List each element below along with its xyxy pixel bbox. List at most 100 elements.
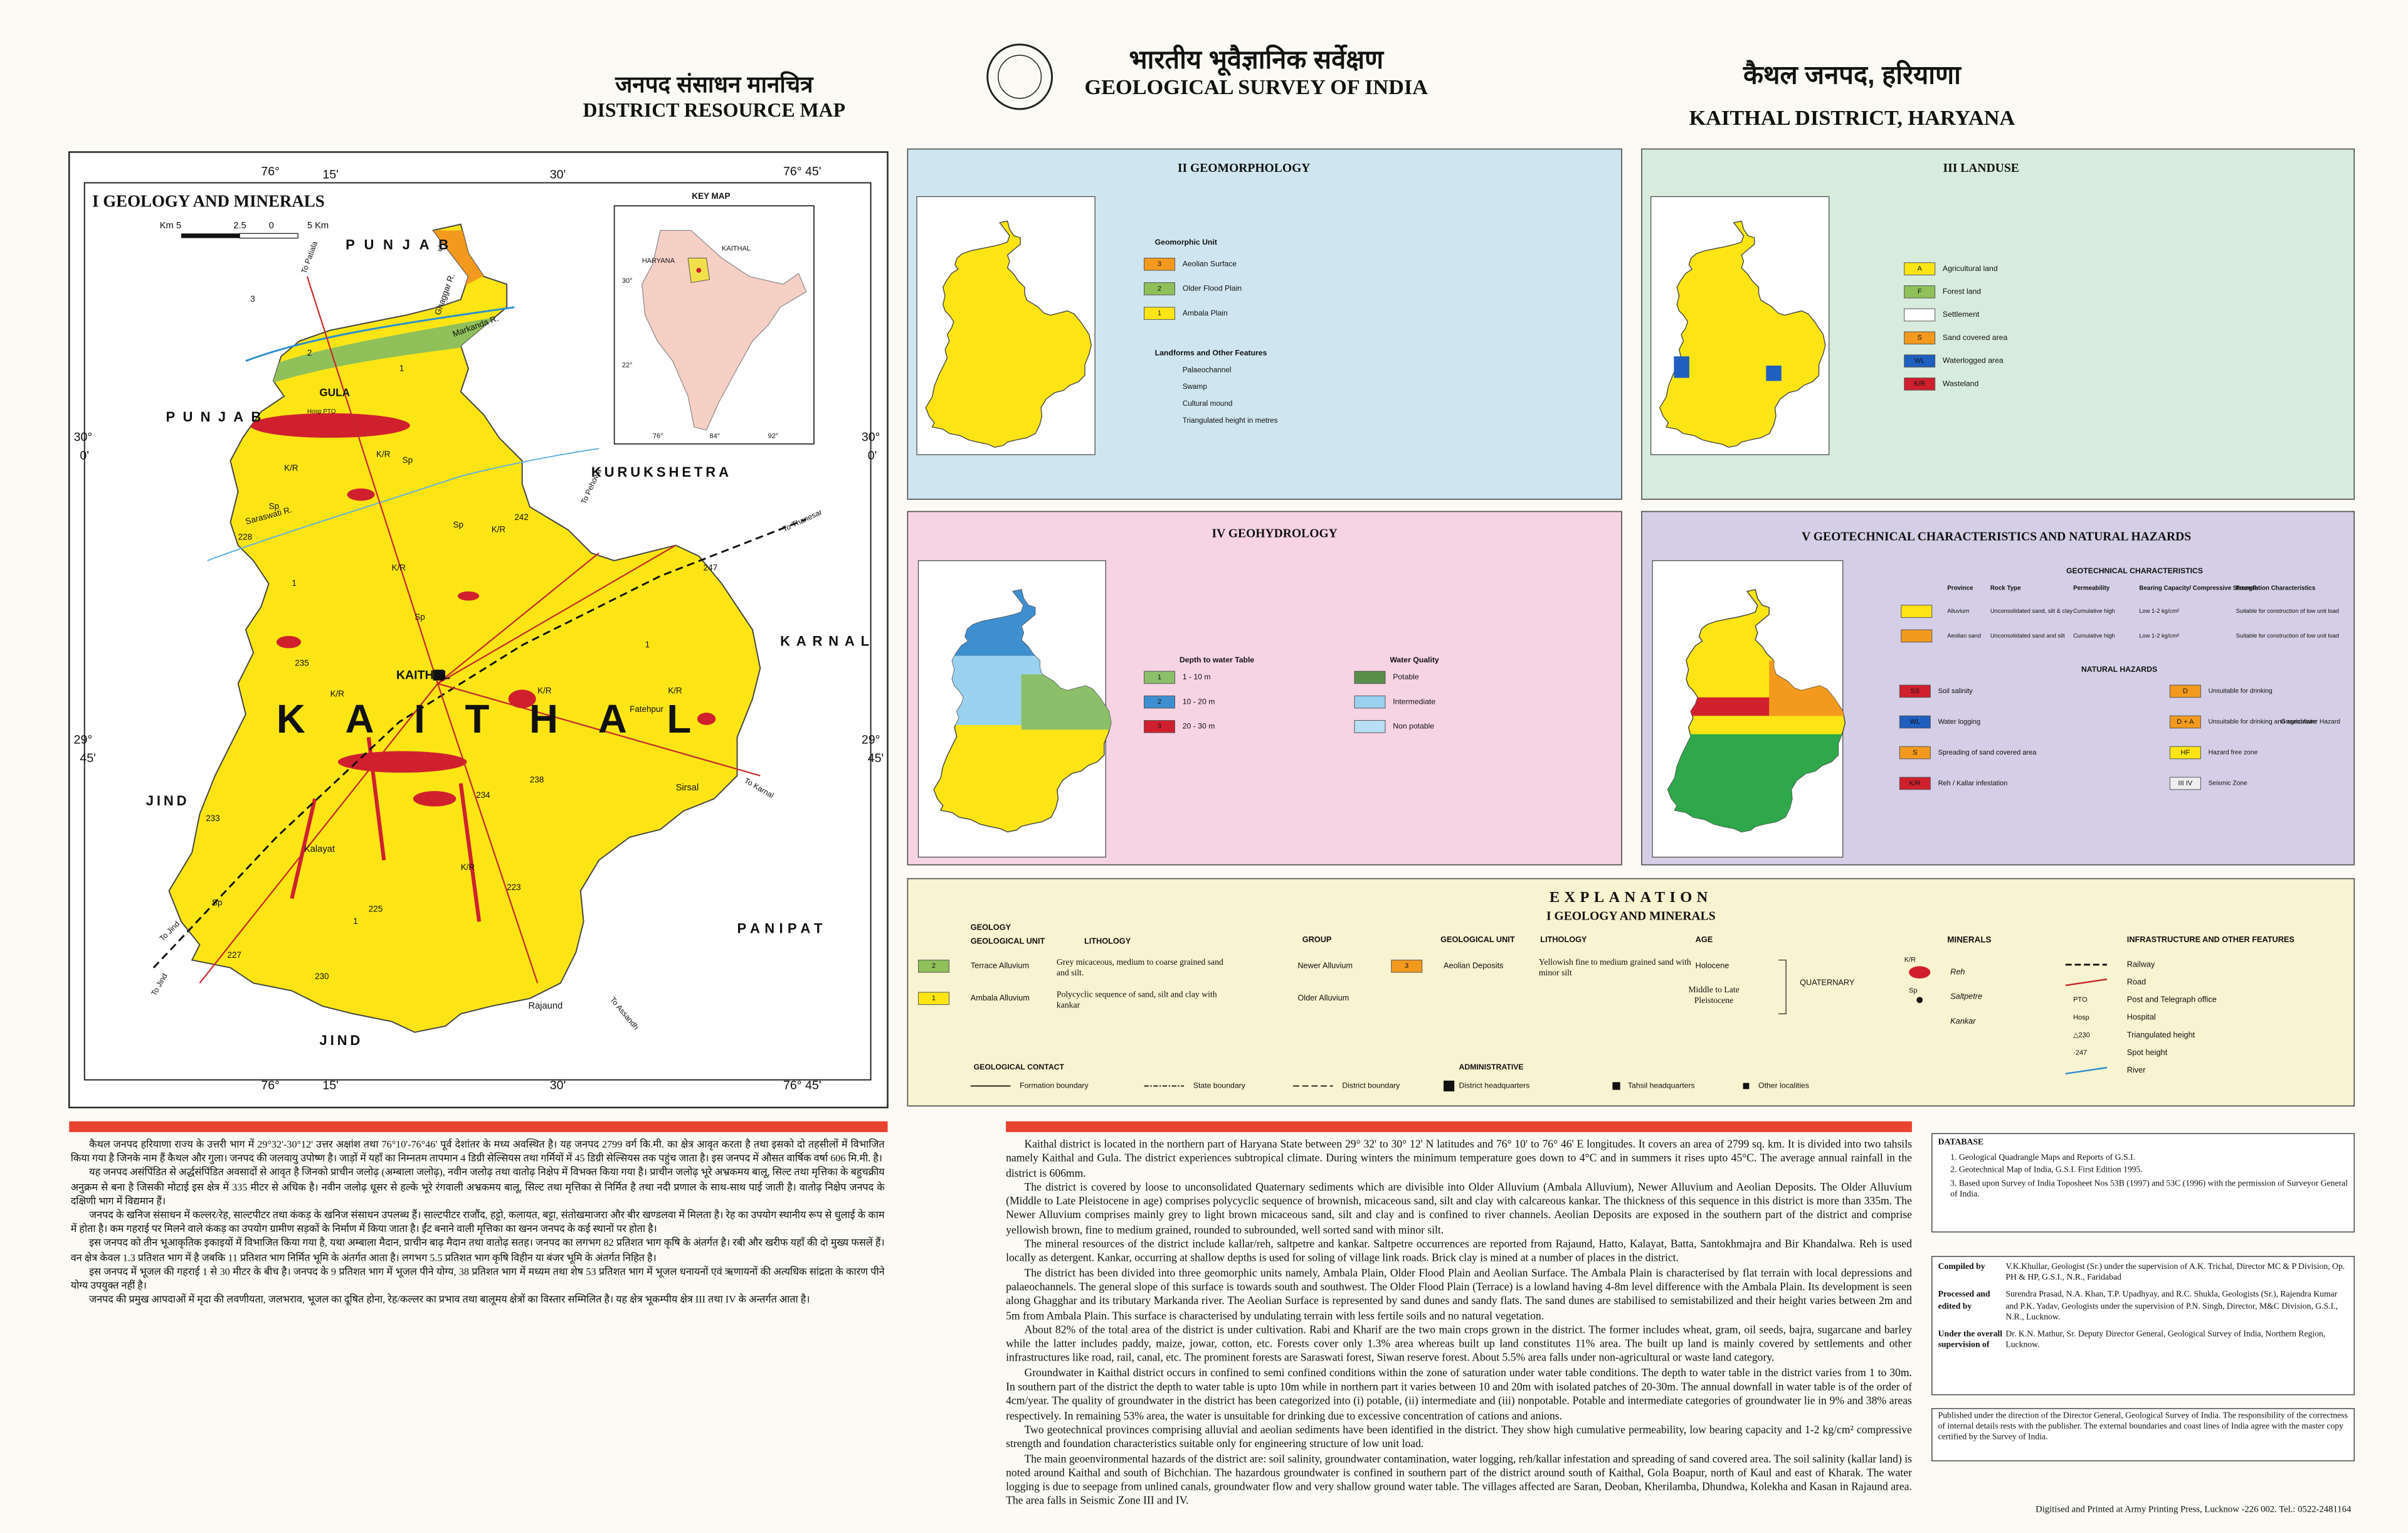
credit-row: Compiled by V.K.Khullar, Geologist (Sr.) …	[1938, 1263, 2350, 1285]
legend-heading: GROUP	[1302, 935, 1332, 944]
table-cell: Unconsolidated sand, silt & clay	[1990, 608, 2073, 614]
group-name: Older Alluvium	[1297, 993, 1349, 1002]
legend-heading: ADMINISTRATIVE	[1459, 1063, 1524, 1071]
database-box	[1931, 1133, 2355, 1233]
spot-height: 227	[228, 950, 241, 960]
map-symbol: Sp	[269, 502, 279, 511]
key-map-label: 22°	[622, 362, 633, 369]
reh-patch	[508, 689, 536, 708]
key-map-labels: HARYANA KAITHAL 76° 84° 92° 30° 22°	[622, 245, 778, 440]
credit-names: Surendra Prasad, N.A. Khan, T.P. Upadhya…	[2005, 1291, 2338, 1323]
key-map-label: 84°	[709, 432, 720, 440]
longitude-label: 76° 45'	[783, 1079, 821, 1093]
legend-label: Triangulated height in metres	[1183, 416, 1278, 425]
table-header: Bearing Capacity/ Compressive Strength	[2139, 585, 2258, 592]
landuse-legend: A Agricultural land F Forest land Settlement…	[1904, 262, 2007, 391]
river	[245, 306, 515, 362]
legend-swatch	[1899, 715, 1931, 729]
road	[199, 276, 761, 984]
scale-segment	[239, 233, 298, 239]
legend-swatch	[1144, 307, 1175, 320]
legend-label: Older Flood Plain	[1183, 284, 1242, 293]
scale-label: Km 5	[160, 221, 181, 231]
map-symbol: K/R	[284, 463, 298, 472]
place-label: JIND	[319, 1032, 363, 1048]
key-map-label: 30°	[622, 277, 633, 285]
admin-symbol	[1612, 1082, 1620, 1090]
reh-patch	[697, 713, 716, 725]
table-header: Permeability	[2073, 585, 2110, 592]
place-label: Fatehpur	[630, 704, 663, 714]
legend-label: District boundary	[1342, 1081, 1400, 1090]
key-map-label: 92°	[768, 432, 779, 440]
place-label: Kalayat	[304, 844, 335, 854]
map-symbol: K/R	[392, 563, 406, 573]
legend-heading: GEOLOGICAL UNIT	[971, 936, 1045, 946]
hindi-paragraph: जनपद के खनिज संसाधन में कल्लर/रेह, साल्ट…	[70, 1210, 885, 1236]
hindi-paragraph: इस जनपद को तीन भूआकृतिक इकाइयों में विभा…	[70, 1238, 885, 1264]
map-symbol: K/R	[537, 686, 552, 696]
hindi-paragraph: इस जनपद में भूजल की गहराई 1 से 30 मीटर क…	[70, 1266, 885, 1292]
longitude-label: 76° 45'	[783, 164, 821, 178]
legend-swatch	[1354, 720, 1386, 733]
infra-code: Hosp	[2073, 1014, 2089, 1021]
legend-heading: Geomorphic Unit	[1155, 238, 1217, 247]
legend-swatch	[1354, 671, 1386, 684]
infra-name: Road	[2127, 977, 2146, 986]
credit-role: Under the overall supervision of	[1938, 1330, 2003, 1351]
place-label: JIND	[146, 793, 190, 809]
credit-row: Processed and edited by Surendra Prasad, …	[1938, 1291, 2350, 1324]
legend-swatch	[918, 992, 949, 1005]
latitude-label: 30°	[74, 430, 93, 444]
panel-title: I GEOLOGY AND MINERALS	[92, 191, 325, 210]
database-block: DATABASE 1. Geological Quadrangle Maps an…	[1938, 1138, 2348, 1200]
reh-patch	[250, 413, 410, 438]
unit-name: Aeolian Deposits	[1444, 961, 1503, 970]
database-item: 1. Geological Quadrangle Maps and Report…	[1950, 1154, 2136, 1164]
legend-label: 10 - 20 m	[1183, 697, 1215, 706]
legend-label: Tahsil headquarters	[1628, 1081, 1695, 1090]
legend-label: Aeolian Surface	[1183, 259, 1237, 268]
group-name: Newer Alluvium	[1297, 961, 1353, 970]
infra-name: River	[2127, 1065, 2146, 1074]
graticule-labels: 76°76°15'15'30'30'76° 45'76° 45'30° 30°0'…	[74, 164, 884, 1092]
geomorphology-legend: Geomorphic Unit 3 Aeolian Surface 2 Older Fl…	[1144, 238, 1278, 425]
database-title: DATABASE	[1938, 1138, 1984, 1148]
map-symbol: K/R	[376, 449, 391, 459]
table-cell: Cumulative high	[2073, 632, 2115, 639]
geotechnical-legend: GEOTECHNICAL CHARACTERISTICS Province Rock…	[1899, 566, 2340, 790]
legend-label: Groundwater Hazard	[2281, 719, 2341, 726]
place-label: PUNJAB	[166, 409, 269, 425]
legend-label: Potable	[1393, 672, 1419, 681]
latitude-label: 29°	[74, 733, 93, 747]
district-title: KAITHAL DISTRICT, HARYANA	[1689, 106, 2015, 130]
swatch-code: HF	[2181, 749, 2190, 756]
waterlogged-area	[1766, 365, 1782, 381]
english-text: Kaithal district is located in the north…	[1006, 1138, 1912, 1510]
map-symbol: K/R	[461, 862, 475, 872]
org-name: GEOLOGICAL SURVEY OF INDIA	[1085, 75, 1428, 99]
swatch-code: S	[1913, 749, 1917, 756]
legend-swatch	[1901, 629, 1933, 643]
place-label: GULA	[319, 386, 350, 398]
swatch-code: S	[1918, 334, 1922, 342]
waterlogged-area	[1674, 356, 1689, 378]
lithology: Polycyclic sequence of sand, silt and cl…	[1056, 990, 1217, 1011]
swatch-code: 3	[1158, 260, 1161, 268]
mineral-code: K/R	[1904, 956, 1916, 963]
credit-names: Dr. K.N. Mathur, Sr. Deputy Director Gen…	[2005, 1330, 2326, 1351]
legend-label: State boundary	[1193, 1081, 1246, 1090]
hindi-text: कैथल जनपद हरियाणा राज्य के उत्तरी भाग मे…	[71, 1138, 885, 1308]
legend-swatch	[2169, 746, 2201, 760]
credits: Compiled by V.K.Khullar, Geologist (Sr.) …	[1938, 1263, 2350, 1352]
credit-role: Compiled by	[1938, 1262, 1985, 1272]
database-item: 2. Geotechnical Map of India, G.S.I. Fir…	[1950, 1166, 2143, 1176]
swatch-code: 1	[1158, 309, 1161, 317]
map-symbol: Sp	[415, 612, 425, 622]
place-label: KAITHAL	[396, 669, 450, 682]
published-box	[1931, 1408, 2355, 1461]
hindi-title: जनपद संसाधन मानचित्र	[615, 71, 814, 97]
database-item: 3. Based upon Survey of India Toposheet …	[1950, 1179, 2348, 1200]
published-block: Published under the direction of the Dir…	[1938, 1412, 2348, 1443]
legend-label: Unsuitable for drinking	[2209, 688, 2273, 695]
